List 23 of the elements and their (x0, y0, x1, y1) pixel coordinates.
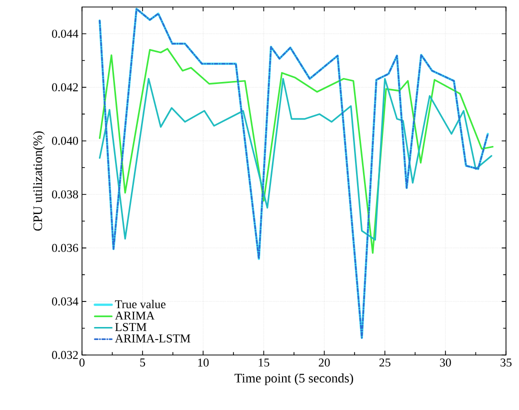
x-tick-label: 20 (318, 358, 330, 367)
y-axis-title: CPU utilization(%) (33, 131, 45, 231)
x-tick-label: 5 (140, 358, 146, 366)
x-tick-label: 30 (440, 358, 451, 367)
x-tick-label: 10 (198, 358, 209, 367)
y-tick-label: 0.034 (52, 297, 78, 306)
x-tick-label: 25 (379, 358, 390, 367)
x-axis-title: Time point (5 seconds) (234, 373, 354, 386)
x-tick-label: 0 (79, 358, 85, 367)
legend-label: ARIMA (114, 312, 155, 320)
legend-label: True value (115, 300, 166, 308)
y-tick-label: 0.040 (52, 136, 78, 145)
line-series (98, 78, 492, 241)
x-tick-label: 15 (258, 358, 270, 367)
y-tick-label: 0.042 (52, 83, 78, 92)
y-tick-label: 0.038 (52, 190, 78, 198)
y-tick-label: 0.032 (52, 350, 78, 360)
line-series (98, 48, 494, 254)
legend-label: LSTM (115, 323, 146, 332)
legend-label: ARIMA-LSTM (114, 334, 190, 342)
x-tick-label: 35 (500, 358, 512, 367)
y-tick-label: 0.036 (52, 244, 78, 252)
y-tick-label: 0.044 (52, 30, 78, 38)
